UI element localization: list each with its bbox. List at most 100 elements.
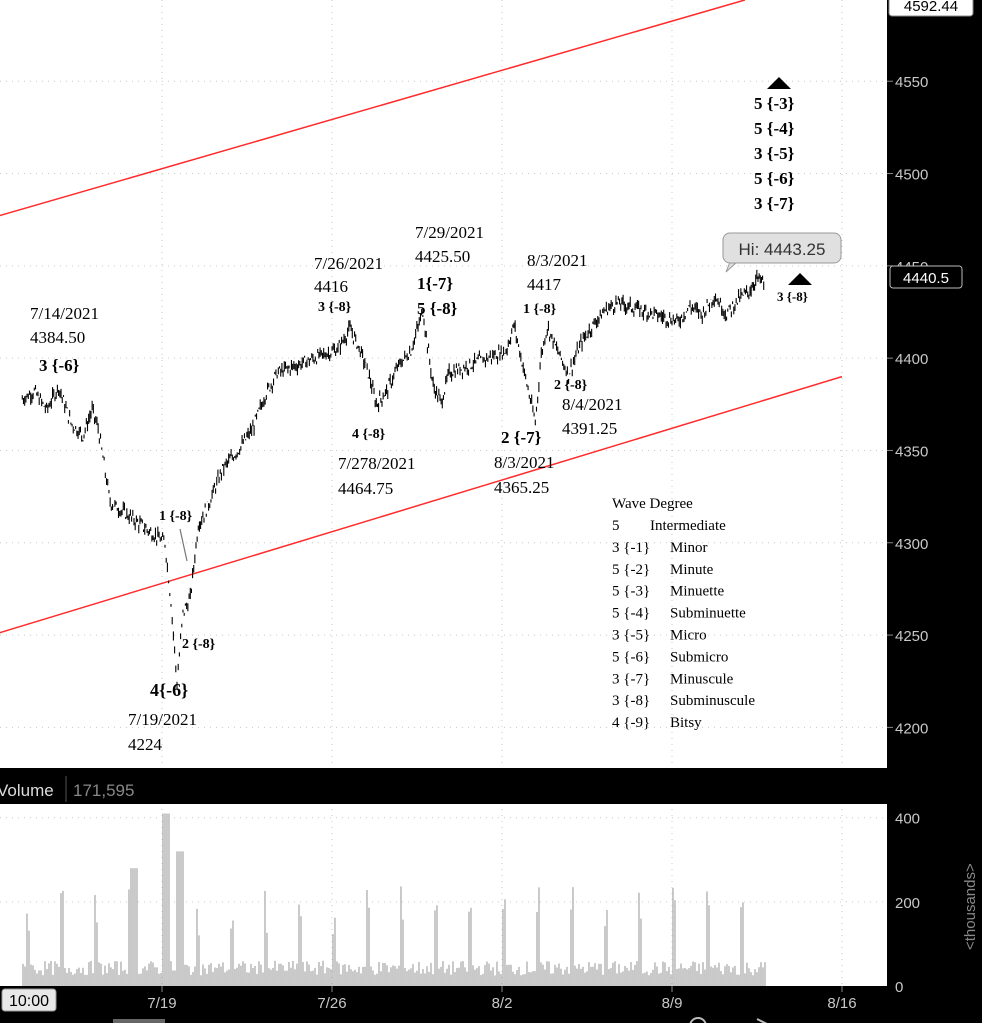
time-tick-label: 8/16	[827, 995, 856, 1012]
volume-bar	[622, 971, 624, 986]
volume-bar	[404, 967, 406, 986]
volume-bar	[330, 969, 332, 986]
volume-bar	[624, 965, 626, 986]
volume-bar	[460, 961, 462, 986]
volume-bar	[612, 962, 614, 986]
volume-bar	[442, 961, 444, 986]
chevron-right-icon[interactable]	[756, 1018, 768, 1023]
volume-bar	[430, 962, 432, 986]
volume-bar	[508, 964, 510, 986]
channel-lines	[0, 0, 843, 634]
volume-bar	[620, 972, 622, 986]
volume-bar	[658, 973, 660, 986]
volume-bar	[408, 969, 410, 986]
volume-bar	[724, 966, 726, 986]
scrollbar-thumb[interactable]	[113, 1019, 165, 1023]
volume-bar	[36, 973, 38, 986]
volume-bar	[154, 967, 156, 986]
volume-bar	[250, 963, 252, 986]
volume-bar	[538, 887, 540, 986]
volume-bar	[424, 973, 426, 986]
aug3-high-price: 4417	[527, 275, 562, 294]
volume-bar	[604, 926, 606, 986]
volume-bar	[758, 967, 760, 986]
volume-bar	[290, 967, 292, 986]
volume-bar	[220, 966, 222, 986]
time-label-box	[1, 988, 57, 1012]
volume-bar	[466, 971, 468, 986]
volume-bar	[650, 973, 652, 986]
volume-bar	[738, 974, 740, 986]
volume-bar	[636, 961, 638, 986]
volume-bar	[98, 962, 100, 986]
volume-bar	[660, 972, 662, 986]
volume-bar	[464, 967, 466, 986]
volume-bar	[438, 968, 440, 986]
left-peak-price: 4384.50	[30, 328, 85, 347]
volume-bar	[592, 966, 594, 986]
volume-bar	[682, 968, 684, 986]
volume-bar	[190, 974, 192, 986]
time-tick-label: 8/9	[662, 995, 683, 1012]
volume-bar	[414, 972, 416, 986]
volume-bar	[510, 964, 512, 986]
volume-bar	[236, 967, 238, 986]
volume-bar	[686, 969, 688, 986]
volume-bar	[458, 967, 460, 986]
volume-bar	[192, 972, 194, 986]
volume-bar	[324, 973, 326, 986]
volume-bar	[452, 961, 454, 986]
right-small-wave: 3 {-8}	[777, 289, 808, 304]
volume-bar	[662, 961, 664, 986]
volume-bar	[722, 974, 724, 986]
volume-bar	[292, 960, 294, 986]
volume-bar	[308, 964, 310, 986]
price-tick-label: 4550	[895, 74, 928, 91]
volume-bar	[46, 969, 48, 986]
volume-bar	[526, 961, 528, 986]
volume-bar	[100, 963, 102, 986]
volume-bar	[752, 975, 754, 986]
volume-bar	[268, 968, 270, 986]
volume-bar	[24, 966, 26, 986]
volume-bar	[344, 964, 346, 986]
low-wave: 4{-6}	[150, 680, 188, 700]
volume-bar	[180, 851, 182, 986]
volume-bar	[710, 966, 712, 986]
volume-header	[0, 774, 887, 804]
volume-bar	[472, 965, 474, 986]
volume-bar	[440, 966, 442, 986]
volume-bar	[668, 966, 670, 986]
volume-bar	[690, 965, 692, 986]
volume-bar	[294, 969, 296, 986]
volume-bar	[150, 961, 152, 986]
volume-bar	[530, 972, 532, 986]
volume-bar	[96, 922, 98, 986]
volume-bar	[186, 964, 188, 986]
volume-bar	[198, 935, 200, 986]
zoom-icon[interactable]	[689, 1017, 707, 1023]
volume-bar	[616, 973, 618, 986]
volume-bar	[334, 917, 336, 986]
volume-bar	[178, 851, 180, 986]
volume-bar	[226, 970, 228, 986]
volume-bar	[570, 909, 572, 986]
volume-bar	[522, 974, 524, 986]
legend-wave-label: 5 {-6}	[612, 649, 650, 665]
volume-bar	[606, 909, 608, 986]
volume-bar	[80, 972, 82, 986]
volume-bar	[514, 974, 516, 986]
volume-bar	[68, 967, 70, 986]
volume-bar	[394, 965, 396, 986]
time-tick-label: 8/2	[492, 995, 513, 1012]
volume-bar	[218, 963, 220, 986]
price-tick-label: 4250	[895, 628, 928, 645]
volume-bar	[26, 913, 28, 986]
volume-bar	[398, 965, 400, 986]
volume-bar	[422, 969, 424, 986]
volume-bar	[468, 911, 470, 986]
volume-bars	[22, 813, 766, 986]
volume-bar	[232, 920, 234, 986]
volume-bar	[56, 963, 58, 986]
volume-bar	[310, 971, 312, 986]
